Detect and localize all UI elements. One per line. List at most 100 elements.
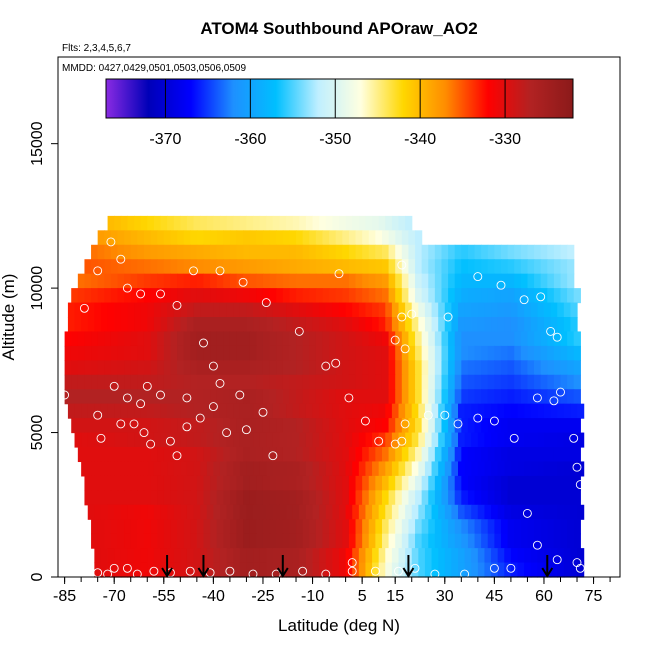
heatmap-cell: [547, 288, 555, 304]
heatmap-cell: [471, 504, 479, 520]
heatmap-cell: [372, 461, 380, 477]
observation-point: [225, 566, 235, 576]
heatmap-cell: [150, 259, 158, 275]
heatmap-cell: [249, 331, 257, 347]
heatmap-cell: [381, 259, 390, 275]
heatmap-cell: [451, 562, 459, 578]
heatmap-cell: [193, 562, 201, 578]
heatmap-cell: [497, 562, 505, 578]
heatmap-cell: [335, 345, 343, 361]
observation-point: [519, 295, 529, 305]
heatmap-cell: [143, 533, 152, 549]
heatmap-cell: [372, 302, 380, 318]
heatmap-cell: [84, 360, 92, 376]
heatmap-cell: [471, 403, 479, 419]
heatmap-cell: [163, 360, 171, 376]
observation-point: [473, 272, 483, 282]
heatmap-cell: [358, 432, 367, 448]
heatmap-cell: [342, 475, 350, 491]
heatmap-cell: [385, 432, 393, 448]
heatmap-cell: [163, 273, 171, 289]
heatmap-cell: [348, 533, 357, 549]
heatmap-cell: [120, 302, 129, 318]
heatmap-cell: [557, 302, 565, 318]
heatmap-cell: [243, 519, 251, 535]
observation-point: [182, 393, 192, 403]
heatmap-cell: [196, 360, 205, 376]
heatmap-cell: [216, 475, 224, 491]
heatmap-cell: [319, 302, 327, 318]
heatmap-cell: [97, 244, 105, 260]
heatmap-cell: [543, 504, 552, 520]
heatmap-cell: [560, 259, 568, 275]
heatmap-cell: [239, 302, 248, 318]
heatmap-cell: [550, 317, 558, 333]
observation-point: [215, 378, 225, 388]
heatmap-cell: [292, 403, 300, 419]
heatmap-cell: [385, 302, 393, 318]
heatmap-cell: [563, 504, 572, 520]
heatmap-cell: [299, 302, 307, 318]
heatmap-cell: [567, 374, 575, 390]
heatmap-cell: [550, 504, 558, 520]
heatmap-cell: [104, 447, 112, 463]
heatmap-cell: [282, 490, 291, 506]
heatmap-cell: [223, 244, 231, 260]
heatmap-cell: [494, 490, 502, 506]
heatmap-cell: [398, 302, 406, 318]
heatmap-cell: [256, 273, 264, 289]
heatmap-cell: [534, 418, 542, 434]
heatmap-cell: [289, 273, 297, 289]
heatmap-cell: [210, 331, 218, 347]
heatmap-cell: [91, 345, 99, 361]
heatmap-cell: [534, 374, 542, 390]
x-tick-label: 30: [436, 588, 454, 605]
heatmap-cell: [279, 317, 287, 333]
heatmap-cell: [504, 562, 512, 578]
heatmap-cell: [411, 302, 419, 318]
heatmap-cell: [223, 475, 231, 491]
heatmap-cell: [120, 317, 129, 333]
heatmap-cell: [74, 317, 82, 333]
heatmap-cell: [381, 533, 390, 549]
heatmap-cell: [203, 244, 211, 260]
heatmap-cell: [137, 288, 145, 304]
heatmap-cell: [223, 273, 231, 289]
heatmap-cell: [368, 331, 376, 347]
heatmap-cell: [411, 562, 419, 578]
heatmap-cell: [345, 317, 353, 333]
heatmap-cell: [276, 230, 284, 246]
heatmap-cell: [474, 374, 482, 390]
heatmap-cell: [395, 244, 403, 260]
heatmap-cell: [550, 302, 558, 318]
heatmap-cell: [104, 490, 112, 506]
heatmap-cell: [467, 475, 476, 491]
heatmap-cell: [246, 317, 254, 333]
heatmap-cell: [147, 215, 155, 231]
heatmap-cell: [424, 302, 433, 318]
heatmap-cell: [114, 403, 122, 419]
heatmap-cell: [203, 360, 211, 376]
heatmap-cell: [577, 504, 585, 520]
heatmap-cell: [454, 389, 462, 405]
heatmap-cell: [507, 288, 515, 304]
heatmap-cell: [524, 562, 532, 578]
heatmap-cell: [160, 317, 168, 333]
heatmap-cell: [438, 317, 446, 333]
heatmap-cell: [573, 475, 581, 491]
heatmap-cell: [282, 418, 291, 434]
heatmap-cell: [229, 259, 238, 275]
heatmap-cell: [441, 447, 449, 463]
heatmap-cell: [405, 403, 413, 419]
x-tick-label: 75: [585, 588, 603, 605]
heatmap-cell: [408, 374, 416, 390]
heatmap-cell: [190, 273, 198, 289]
heatmap-cell: [322, 490, 330, 506]
heatmap-cell: [395, 533, 403, 549]
heatmap-cell: [110, 259, 119, 275]
heatmap-cell: [368, 418, 376, 434]
heatmap-cell: [477, 504, 486, 520]
heatmap-cell: [441, 490, 449, 506]
heatmap-cell: [381, 273, 390, 289]
heatmap-cell: [110, 331, 119, 347]
